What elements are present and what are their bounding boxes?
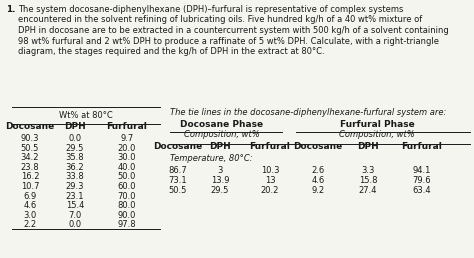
Text: 1.: 1. bbox=[6, 5, 16, 14]
Text: DPH: DPH bbox=[209, 142, 231, 151]
Text: 63.4: 63.4 bbox=[413, 186, 431, 195]
Text: Furfural: Furfural bbox=[250, 142, 291, 151]
Text: 6.9: 6.9 bbox=[23, 192, 36, 201]
Text: Furfural: Furfural bbox=[107, 122, 147, 131]
Text: 36.2: 36.2 bbox=[66, 163, 84, 172]
Text: 9.2: 9.2 bbox=[311, 186, 325, 195]
Text: 9.7: 9.7 bbox=[120, 134, 134, 143]
Text: 34.2: 34.2 bbox=[21, 153, 39, 162]
Text: 15.4: 15.4 bbox=[66, 201, 84, 210]
Text: 4.6: 4.6 bbox=[311, 176, 325, 185]
Text: DPH in docosane are to be extracted in a countercurrent system with 500 kg/h of : DPH in docosane are to be extracted in a… bbox=[18, 26, 449, 35]
Text: 35.8: 35.8 bbox=[66, 153, 84, 162]
Text: 60.0: 60.0 bbox=[118, 182, 136, 191]
Text: 50.5: 50.5 bbox=[21, 144, 39, 152]
Text: Docosane: Docosane bbox=[5, 122, 55, 131]
Text: 2.2: 2.2 bbox=[23, 220, 36, 229]
Text: 90.3: 90.3 bbox=[21, 134, 39, 143]
Text: 29.5: 29.5 bbox=[211, 186, 229, 195]
Text: Composition, wt%: Composition, wt% bbox=[184, 130, 260, 139]
Text: 73.1: 73.1 bbox=[169, 176, 187, 185]
Text: 20.0: 20.0 bbox=[118, 144, 136, 152]
Text: 94.1: 94.1 bbox=[413, 166, 431, 175]
Text: Docosane: Docosane bbox=[154, 142, 202, 151]
Text: 70.0: 70.0 bbox=[118, 192, 136, 201]
Text: 30.0: 30.0 bbox=[118, 153, 136, 162]
Text: 40.0: 40.0 bbox=[118, 163, 136, 172]
Text: 79.6: 79.6 bbox=[413, 176, 431, 185]
Text: Docosane: Docosane bbox=[293, 142, 343, 151]
Text: The system docosane-diphenylhexane (DPH)–furfural is representative of complex s: The system docosane-diphenylhexane (DPH)… bbox=[18, 5, 403, 14]
Text: 3: 3 bbox=[217, 166, 223, 175]
Text: 3.3: 3.3 bbox=[361, 166, 374, 175]
Text: 33.8: 33.8 bbox=[65, 172, 84, 181]
Text: 10.7: 10.7 bbox=[21, 182, 39, 191]
Text: 97.8: 97.8 bbox=[118, 220, 137, 229]
Text: 0.0: 0.0 bbox=[68, 220, 82, 229]
Text: 50.5: 50.5 bbox=[169, 186, 187, 195]
Text: diagram, the stages required and the kg/h of DPH in the extract at 80°C.: diagram, the stages required and the kg/… bbox=[18, 47, 325, 56]
Text: 10.3: 10.3 bbox=[261, 166, 279, 175]
Text: 13.9: 13.9 bbox=[211, 176, 229, 185]
Text: 98 wt% furfural and 2 wt% DPH to produce a raffinate of 5 wt% DPH. Calculate, wi: 98 wt% furfural and 2 wt% DPH to produce… bbox=[18, 36, 439, 45]
Text: DPH: DPH bbox=[357, 142, 379, 151]
Text: DPH: DPH bbox=[64, 122, 86, 131]
Text: 2.6: 2.6 bbox=[311, 166, 325, 175]
Text: Docosane Phase: Docosane Phase bbox=[181, 120, 264, 129]
Text: Wt% at 80°C: Wt% at 80°C bbox=[59, 111, 113, 120]
Text: 20.2: 20.2 bbox=[261, 186, 279, 195]
Text: Temperature, 80°C:: Temperature, 80°C: bbox=[170, 154, 253, 163]
Text: Furfural Phase: Furfural Phase bbox=[340, 120, 414, 129]
Text: encountered in the solvent refining of lubricating oils. Five hundred kg/h of a : encountered in the solvent refining of l… bbox=[18, 15, 422, 25]
Text: 15.8: 15.8 bbox=[359, 176, 377, 185]
Text: 86.7: 86.7 bbox=[169, 166, 187, 175]
Text: 7.0: 7.0 bbox=[68, 211, 82, 220]
Text: 29.5: 29.5 bbox=[66, 144, 84, 152]
Text: 27.4: 27.4 bbox=[359, 186, 377, 195]
Text: 29.3: 29.3 bbox=[66, 182, 84, 191]
Text: 23.1: 23.1 bbox=[66, 192, 84, 201]
Text: 3.0: 3.0 bbox=[23, 211, 36, 220]
Text: 4.6: 4.6 bbox=[23, 201, 36, 210]
Text: 16.2: 16.2 bbox=[21, 172, 39, 181]
Text: 90.0: 90.0 bbox=[118, 211, 136, 220]
Text: Composition, wt%: Composition, wt% bbox=[339, 130, 415, 139]
Text: 0.0: 0.0 bbox=[68, 134, 82, 143]
Text: Furfural: Furfural bbox=[401, 142, 442, 151]
Text: 50.0: 50.0 bbox=[118, 172, 136, 181]
Text: 23.8: 23.8 bbox=[21, 163, 39, 172]
Text: 80.0: 80.0 bbox=[118, 201, 136, 210]
Text: The tie lines in the docosane-diphenylhexane-furfural system are:: The tie lines in the docosane-diphenylhe… bbox=[170, 108, 447, 117]
Text: 13: 13 bbox=[264, 176, 275, 185]
